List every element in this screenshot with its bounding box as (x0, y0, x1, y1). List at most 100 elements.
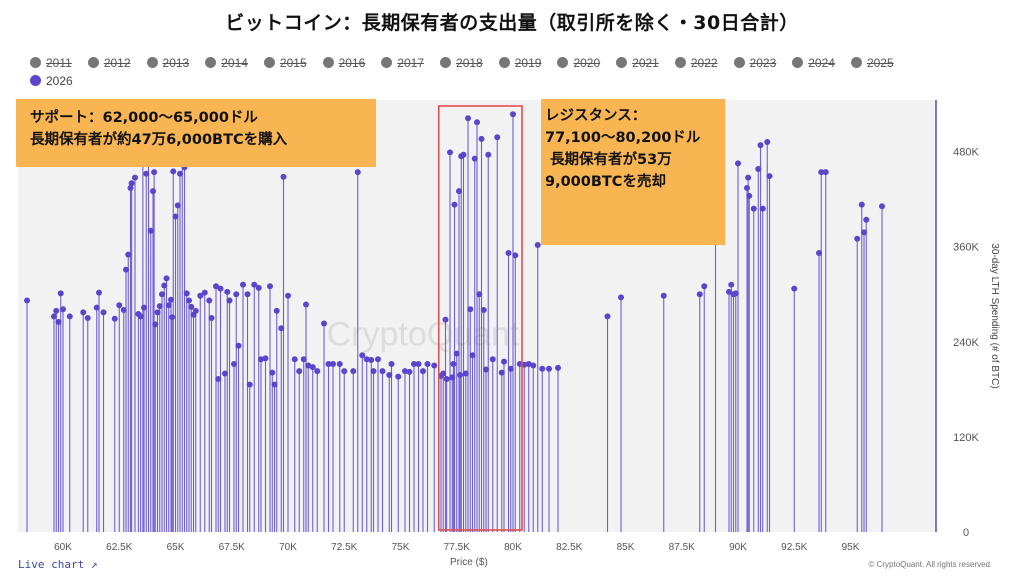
data-point (388, 360, 395, 367)
x-tick-label: 70K (279, 542, 297, 553)
data-point (483, 366, 489, 373)
data-point (55, 318, 62, 325)
legend-item-2022[interactable]: 2022 (674, 56, 718, 70)
data-point (474, 119, 480, 126)
legend-item-2012[interactable]: 2012 (87, 56, 131, 70)
legend-item-2014[interactable]: 2014 (205, 56, 248, 70)
data-point (165, 302, 172, 309)
legend-dot-icon (498, 57, 510, 68)
data-point (471, 155, 478, 162)
data-point (604, 313, 611, 320)
data-point (147, 227, 154, 234)
resistance-callout-line4: 9,000BTCを売却 (545, 174, 666, 190)
watermark-text: CryptoQuant (327, 316, 520, 354)
legend-item-2026[interactable]: 2026 (30, 74, 73, 88)
data-point (291, 356, 298, 363)
data-point (660, 292, 667, 299)
data-point (746, 192, 753, 199)
legend-item-2018[interactable]: 2018 (440, 56, 483, 70)
data-point (296, 368, 303, 375)
y-tick-label: 480K (953, 147, 979, 159)
data-point (341, 368, 348, 375)
data-point (336, 360, 343, 367)
page-title: ビットコイン：長期保有者の支出量（取引所を除く・30日合計） (225, 12, 799, 34)
data-point (137, 313, 144, 320)
legend-dot-icon (381, 57, 393, 68)
legend-label: 2015 (279, 56, 307, 70)
data-point (303, 301, 309, 308)
data-point (188, 303, 195, 310)
data-point (395, 373, 402, 380)
data-point (170, 168, 177, 175)
legend-item-2011[interactable]: 2011 (30, 56, 72, 70)
data-point (321, 320, 327, 327)
data-point (818, 169, 825, 176)
data-point (370, 368, 377, 375)
data-point (759, 205, 766, 212)
data-point (222, 370, 228, 377)
data-point (359, 352, 366, 359)
legend-dot-icon (557, 57, 569, 68)
legend-label: 2023 (749, 56, 777, 70)
legend-item-2016[interactable]: 2016 (322, 56, 365, 70)
data-point (255, 284, 262, 291)
legend-dot-icon (146, 57, 158, 68)
data-point (726, 288, 732, 295)
data-point (258, 356, 264, 363)
legend-item-2020[interactable]: 2020 (557, 56, 600, 70)
data-point (154, 309, 161, 316)
data-point (443, 376, 450, 383)
legend-item-2024[interactable]: 2024 (792, 56, 835, 70)
data-point (262, 355, 269, 362)
data-point (271, 381, 278, 388)
legend-label: 2013 (162, 56, 190, 70)
data-point (750, 205, 757, 212)
x-tick-label: 75K (392, 542, 410, 553)
x-tick-label: 60K (54, 542, 72, 553)
data-point (465, 115, 471, 122)
live-chart-link[interactable]: Live chart ↗ (18, 558, 98, 571)
legend-item-2013[interactable]: 2013 (146, 56, 190, 70)
data-point (163, 275, 170, 282)
data-point (546, 365, 552, 372)
support-callout: サポート：62,000〜65,000ドル 長期保有者が約47万6,000BTCを… (16, 99, 376, 167)
legend-item-2015[interactable]: 2015 (263, 56, 307, 70)
data-point (480, 307, 487, 314)
data-point (489, 356, 496, 363)
data-point (816, 249, 822, 256)
data-point (215, 376, 222, 383)
legend-item-2017[interactable]: 2017 (381, 56, 424, 70)
legend-item-2021[interactable]: 2021 (616, 56, 659, 70)
data-point (456, 188, 462, 195)
data-point (478, 135, 485, 142)
data-point (757, 142, 764, 149)
data-point (280, 173, 287, 180)
data-point (80, 309, 87, 316)
data-point (300, 356, 307, 363)
data-point (494, 134, 501, 141)
legend-dot-icon (616, 57, 628, 68)
legend-dot-icon (30, 57, 41, 68)
x-tick-label: 87.5K (669, 542, 695, 553)
data-point (555, 364, 561, 371)
data-point (172, 213, 179, 220)
x-tick-label: 95K (842, 542, 860, 553)
data-point (379, 368, 386, 375)
data-point (530, 362, 537, 369)
data-point (141, 304, 147, 311)
data-point (240, 281, 246, 288)
resistance-callout: レジスタンス： 77,100〜80,200ドル 長期保有者が53万 9,000B… (541, 99, 725, 245)
legend-item-2023[interactable]: 2023 (733, 56, 777, 70)
data-point (123, 266, 129, 273)
data-point (309, 364, 316, 371)
legend-item-2025[interactable]: 2025 (850, 56, 894, 70)
legend-dot-icon (850, 57, 862, 68)
data-point (354, 169, 361, 176)
legend-label: 2020 (573, 56, 601, 70)
data-point (66, 313, 73, 320)
x-tick-label: 77.5K (444, 542, 470, 553)
legend-dot-icon (87, 57, 99, 68)
data-point (732, 290, 739, 297)
legend-item-2019[interactable]: 2019 (498, 56, 541, 70)
data-point (701, 283, 708, 290)
